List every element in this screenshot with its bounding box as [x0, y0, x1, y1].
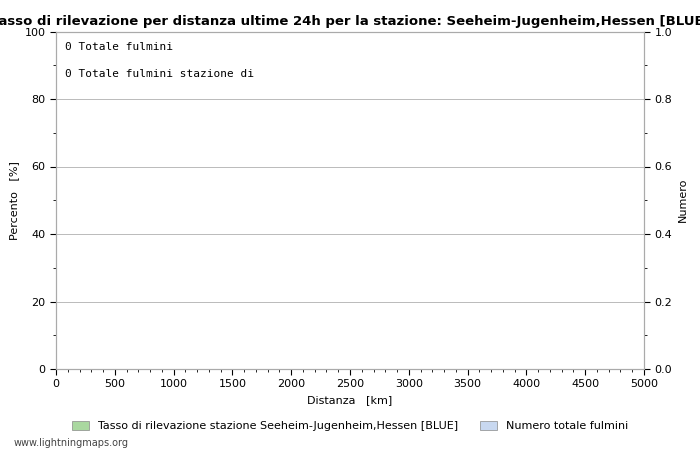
X-axis label: Distanza   [km]: Distanza [km] — [307, 395, 393, 405]
Text: 0 Totale fulmini: 0 Totale fulmini — [65, 42, 173, 52]
Text: 0 Totale fulmini stazione di: 0 Totale fulmini stazione di — [65, 68, 254, 79]
Y-axis label: Percento   [%]: Percento [%] — [9, 161, 19, 240]
Legend: Tasso di rilevazione stazione Seeheim-Jugenheim,Hessen [BLUE], Numero totale ful: Tasso di rilevazione stazione Seeheim-Ju… — [68, 416, 632, 436]
Title: Tasso di rilevazione per distanza ultime 24h per la stazione: Seeheim-Jugenheim,: Tasso di rilevazione per distanza ultime… — [0, 14, 700, 27]
Y-axis label: Numero: Numero — [678, 178, 687, 222]
Text: www.lightningmaps.org: www.lightningmaps.org — [14, 438, 129, 448]
